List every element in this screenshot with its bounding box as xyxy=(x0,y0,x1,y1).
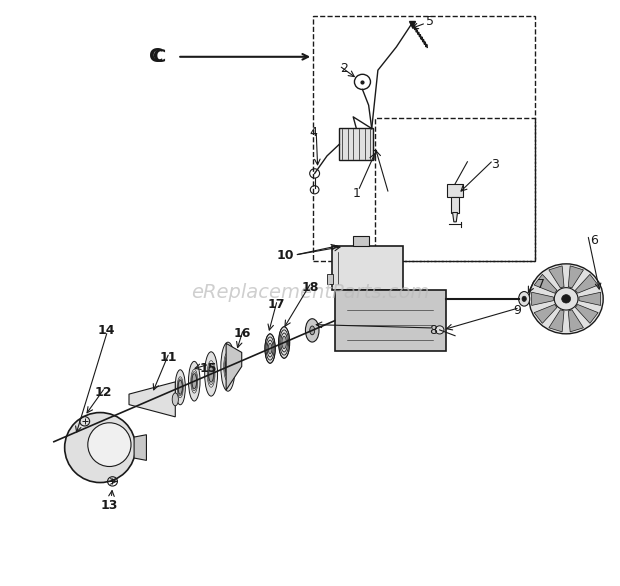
Polygon shape xyxy=(549,266,564,288)
Bar xyxy=(327,274,333,284)
Ellipse shape xyxy=(278,327,290,358)
Text: 13: 13 xyxy=(100,499,118,512)
Bar xyxy=(339,128,373,161)
Polygon shape xyxy=(569,266,583,288)
Polygon shape xyxy=(575,274,598,293)
Ellipse shape xyxy=(175,370,185,405)
Ellipse shape xyxy=(221,342,235,391)
Text: 4: 4 xyxy=(309,126,317,139)
Ellipse shape xyxy=(178,380,182,394)
Polygon shape xyxy=(579,292,601,305)
Circle shape xyxy=(554,288,578,310)
Ellipse shape xyxy=(88,423,131,466)
Bar xyxy=(332,246,402,290)
Polygon shape xyxy=(532,292,553,305)
Text: 8: 8 xyxy=(430,325,438,338)
Ellipse shape xyxy=(522,296,526,301)
Text: eReplacementParts.com: eReplacementParts.com xyxy=(191,284,429,302)
Text: 11: 11 xyxy=(159,350,177,364)
Ellipse shape xyxy=(192,374,197,389)
Ellipse shape xyxy=(226,358,231,376)
Text: 3: 3 xyxy=(491,158,499,171)
Bar xyxy=(353,236,369,246)
Polygon shape xyxy=(549,310,564,332)
Text: 9: 9 xyxy=(513,304,521,317)
Text: 18: 18 xyxy=(301,281,319,294)
Polygon shape xyxy=(534,274,557,293)
Text: 16: 16 xyxy=(233,328,251,340)
Ellipse shape xyxy=(518,292,529,306)
Ellipse shape xyxy=(172,393,179,406)
Text: 2: 2 xyxy=(340,62,348,75)
Text: 1: 1 xyxy=(352,188,360,200)
Polygon shape xyxy=(534,305,557,323)
Polygon shape xyxy=(569,310,583,332)
Polygon shape xyxy=(134,435,146,461)
Ellipse shape xyxy=(306,319,319,342)
Text: C: C xyxy=(152,48,166,66)
Text: 7: 7 xyxy=(538,278,546,291)
Ellipse shape xyxy=(205,352,218,396)
Ellipse shape xyxy=(64,413,136,482)
Ellipse shape xyxy=(188,362,200,401)
Polygon shape xyxy=(453,213,458,222)
Ellipse shape xyxy=(282,336,286,349)
Bar xyxy=(335,290,446,352)
Circle shape xyxy=(529,264,603,334)
Text: 17: 17 xyxy=(267,298,285,311)
Polygon shape xyxy=(129,382,175,417)
Text: 15: 15 xyxy=(200,362,217,375)
Circle shape xyxy=(435,326,444,334)
Text: 14: 14 xyxy=(97,325,115,338)
Bar xyxy=(451,197,459,213)
Circle shape xyxy=(562,295,570,303)
Ellipse shape xyxy=(268,343,272,354)
Text: 12: 12 xyxy=(94,386,112,398)
Text: 10: 10 xyxy=(277,248,294,261)
Bar xyxy=(447,184,463,197)
Ellipse shape xyxy=(310,326,315,335)
Polygon shape xyxy=(575,305,598,323)
Text: 5: 5 xyxy=(427,15,435,28)
Text: 6: 6 xyxy=(590,234,598,247)
Polygon shape xyxy=(226,343,242,390)
Ellipse shape xyxy=(209,366,213,382)
Ellipse shape xyxy=(265,334,275,363)
Text: C: C xyxy=(149,47,163,66)
